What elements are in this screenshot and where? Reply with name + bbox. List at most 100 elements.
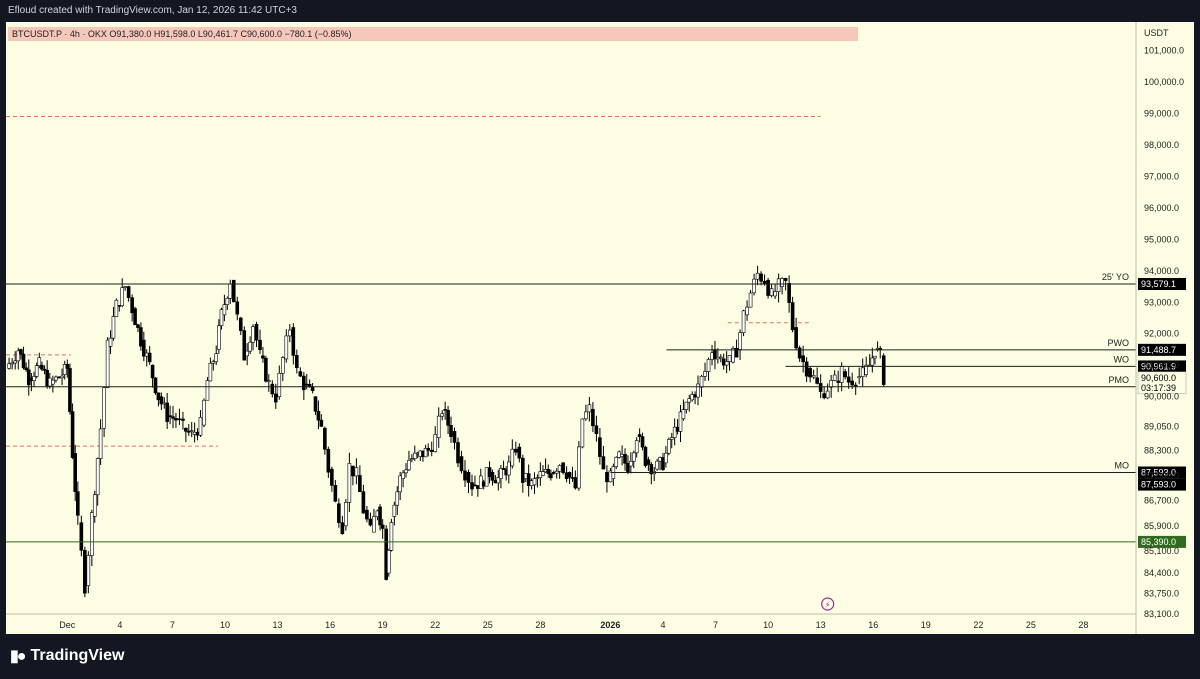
y-tick-label: 93,000.0 xyxy=(1144,297,1179,307)
candle-up xyxy=(614,457,619,468)
candle-down xyxy=(843,371,847,378)
candle-down xyxy=(808,368,812,378)
candle-down xyxy=(626,463,630,473)
candle-down xyxy=(231,279,236,303)
candle-down xyxy=(159,396,164,405)
candle-up xyxy=(529,480,534,487)
candle-down xyxy=(117,305,122,307)
candle-up xyxy=(248,341,252,352)
y-tick-label: 85,100.0 xyxy=(1144,546,1179,556)
candle-up xyxy=(523,473,528,479)
candle-up xyxy=(423,447,428,458)
x-tick-label: 16 xyxy=(325,620,335,630)
candle-down xyxy=(846,376,851,383)
candle-down xyxy=(466,471,471,483)
candle-down xyxy=(640,436,645,448)
y-tick-label: 95,000.0 xyxy=(1144,234,1179,244)
candle-up xyxy=(245,350,249,357)
x-tick-label: 7 xyxy=(170,620,175,630)
candle-down xyxy=(526,473,531,487)
level-badge-text: 87,593.0 xyxy=(1141,480,1176,490)
candle-up xyxy=(681,409,686,420)
candle-down xyxy=(546,469,551,474)
candle-up xyxy=(222,304,227,316)
level-badge-text: 90,961.9 xyxy=(1141,361,1176,371)
candle-up xyxy=(580,418,585,448)
candle-down xyxy=(378,506,382,526)
candle-up xyxy=(696,383,700,398)
candle-up xyxy=(535,477,540,479)
candle-up xyxy=(587,404,592,413)
candle-down xyxy=(310,386,315,391)
candle-down xyxy=(351,465,355,477)
candle-down xyxy=(319,419,324,427)
candle-up xyxy=(347,463,352,503)
candle-down xyxy=(446,409,450,426)
candle-down xyxy=(302,375,306,391)
candle-down xyxy=(815,377,819,384)
candle-up xyxy=(108,337,113,347)
candle-down xyxy=(57,376,61,379)
candle-down xyxy=(476,485,480,489)
x-tick-label: 7 xyxy=(713,620,718,630)
candle-down xyxy=(70,411,75,458)
candle-down xyxy=(501,468,506,470)
candle-down xyxy=(136,324,140,328)
candle-up xyxy=(284,335,289,360)
candle-up xyxy=(202,399,206,426)
candle-up xyxy=(54,376,58,381)
tradingview-logo[interactable]: ▮● TradingView xyxy=(10,646,124,666)
candle-up xyxy=(16,350,21,362)
x-tick-label: Dec xyxy=(59,620,76,630)
x-tick-label: 28 xyxy=(1078,620,1088,630)
candle-down xyxy=(693,394,697,398)
candle-down xyxy=(258,339,262,350)
candle-down xyxy=(83,549,87,594)
level-badge xyxy=(1138,278,1186,291)
y-tick-label: 97,000.0 xyxy=(1144,171,1179,181)
candle-up xyxy=(484,467,489,487)
candle-up xyxy=(120,287,125,306)
candle-down xyxy=(333,485,338,502)
candle-up xyxy=(718,356,723,359)
price-chart[interactable]: BTCUSDT.P · 4h · OKX O91,380.0 H91,598.0… xyxy=(6,22,1194,634)
candle-up xyxy=(678,411,683,432)
candle-down xyxy=(330,468,334,486)
level-badge xyxy=(1138,360,1186,373)
candle-down xyxy=(174,418,178,421)
candle-down xyxy=(456,442,460,464)
candle-up xyxy=(620,453,624,457)
candle-down xyxy=(549,473,553,479)
candle-up xyxy=(857,376,861,379)
candle-up xyxy=(631,452,636,462)
level-badge xyxy=(1138,478,1186,491)
candle-down xyxy=(790,302,795,331)
candle-down xyxy=(168,415,172,417)
chart-credit: Efloud created with TradingView.com, Jan… xyxy=(0,0,1200,22)
price-badge-value: 90,600.0 xyxy=(1141,373,1176,383)
candle-down xyxy=(40,364,44,370)
candle-up xyxy=(7,363,11,369)
candle-down xyxy=(429,449,434,452)
candle-down xyxy=(759,273,763,282)
candle-up xyxy=(496,477,501,484)
candle-up xyxy=(731,348,735,363)
candle-up xyxy=(123,286,127,288)
candle-down xyxy=(181,418,185,421)
candle-up xyxy=(541,471,545,476)
candle-up xyxy=(192,431,197,435)
candle-down xyxy=(487,467,492,477)
candle-up xyxy=(629,460,633,467)
x-tick-label: 25 xyxy=(1026,620,1036,630)
candle-down xyxy=(836,380,840,383)
candle-up xyxy=(205,380,210,401)
candle-up xyxy=(90,512,94,556)
candle-down xyxy=(561,462,565,473)
candle-down xyxy=(76,491,80,516)
candle-down xyxy=(853,384,858,387)
candle-up xyxy=(398,475,402,493)
candle-down xyxy=(298,371,303,377)
candle-down xyxy=(459,456,464,472)
x-tick-label: 22 xyxy=(430,620,440,630)
candle-up xyxy=(372,516,376,533)
